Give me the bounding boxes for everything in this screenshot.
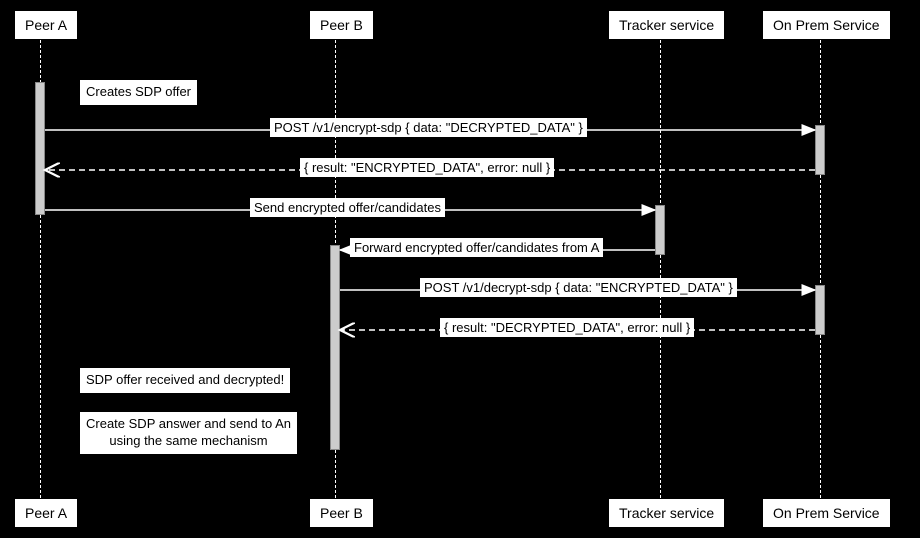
activation-peer-b (330, 245, 340, 450)
participant-peer-a-bottom: Peer A (14, 498, 78, 528)
participant-peer-b-top: Peer B (309, 10, 374, 40)
lifeline-onprem (820, 40, 821, 498)
msg-label-6: { result: "DECRYPTED_DATA", error: null … (440, 318, 694, 337)
note-create-answer: Create SDP answer and send to An using t… (80, 412, 297, 454)
msg-label-1: POST /v1/encrypt-sdp { data: "DECRYPTED_… (270, 118, 587, 137)
activation-tracker (655, 205, 665, 255)
activation-onprem-2 (815, 285, 825, 335)
activation-peer-a (35, 82, 45, 215)
msg-label-2: { result: "ENCRYPTED_DATA", error: null … (300, 158, 554, 177)
participant-tracker-top: Tracker service (608, 10, 725, 40)
participant-onprem-bottom: On Prem Service (762, 498, 891, 528)
participant-tracker-bottom: Tracker service (608, 498, 725, 528)
participant-onprem-top: On Prem Service (762, 10, 891, 40)
participant-peer-a-top: Peer A (14, 10, 78, 40)
note-creates-sdp: Creates SDP offer (80, 80, 197, 105)
msg-label-4: Forward encrypted offer/candidates from … (350, 238, 603, 257)
msg-label-3: Send encrypted offer/candidates (250, 198, 445, 217)
msg-label-5: POST /v1/decrypt-sdp { data: "ENCRYPTED_… (420, 278, 737, 297)
activation-onprem-1 (815, 125, 825, 175)
lifeline-tracker (660, 40, 661, 498)
participant-peer-b-bottom: Peer B (309, 498, 374, 528)
note-offer-received: SDP offer received and decrypted! (80, 368, 290, 393)
